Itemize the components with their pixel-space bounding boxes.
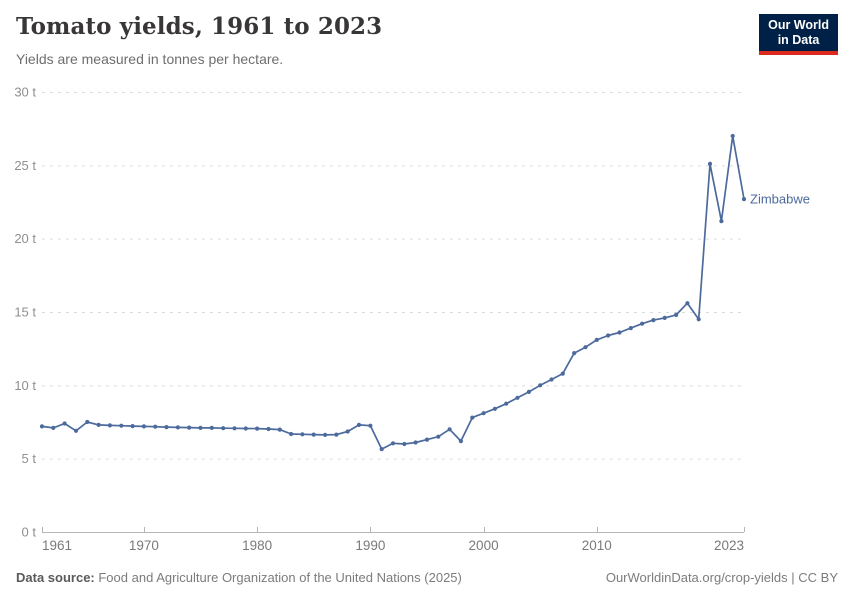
data-point[interactable]	[458, 439, 463, 444]
data-point[interactable]	[719, 219, 724, 224]
data-point[interactable]	[413, 440, 418, 445]
data-point[interactable]	[209, 425, 214, 430]
x-axis-tick-label: 2000	[469, 538, 499, 553]
data-point[interactable]	[685, 301, 690, 306]
data-point[interactable]	[255, 426, 260, 431]
data-point[interactable]	[583, 345, 588, 350]
data-point[interactable]	[504, 401, 509, 406]
data-point[interactable]	[356, 422, 362, 427]
series-line-zimbabwe[interactable]	[41, 135, 745, 450]
data-point[interactable]	[119, 423, 124, 428]
data-point[interactable]	[696, 317, 701, 322]
data-point[interactable]	[334, 432, 339, 437]
data-point[interactable]	[515, 395, 520, 400]
data-point[interactable]	[594, 337, 599, 342]
data-point[interactable]	[221, 426, 226, 431]
x-axis-tick-label: 2023	[714, 538, 744, 553]
page-title: Tomato yields, 1961 to 2023	[16, 13, 383, 40]
data-point[interactable]	[470, 415, 475, 420]
data-point[interactable]	[198, 425, 203, 430]
attribution-link[interactable]: OurWorldinData.org/crop-yields | CC BY	[605, 570, 838, 585]
data-point[interactable]	[39, 424, 45, 429]
data-point[interactable]	[481, 411, 486, 416]
data-point[interactable]	[62, 421, 67, 426]
data-point[interactable]	[300, 432, 305, 437]
data-point[interactable]	[549, 377, 554, 382]
x-axis-tick-label: 1990	[355, 538, 385, 553]
data-point[interactable]	[560, 371, 565, 376]
y-axis-tick-label: 30 t	[14, 85, 36, 100]
y-axis-tick-label: 10 t	[14, 378, 36, 393]
data-point[interactable]	[674, 312, 679, 317]
data-point[interactable]	[345, 429, 350, 434]
data-point[interactable]	[323, 432, 328, 437]
data-point[interactable]	[424, 437, 430, 442]
data-point[interactable]	[153, 424, 158, 429]
data-point[interactable]	[51, 425, 56, 430]
data-point[interactable]	[141, 424, 146, 429]
y-axis-tick-label: 5 t	[22, 451, 37, 466]
data-point[interactable]	[243, 426, 248, 431]
data-point[interactable]	[232, 426, 237, 431]
data-source-text: Food and Agriculture Organization of the…	[94, 570, 462, 585]
owid-logo[interactable]: Our World in Data	[759, 14, 838, 55]
y-axis-tick-label: 25 t	[14, 158, 36, 173]
data-point[interactable]	[628, 326, 633, 331]
data-point[interactable]	[402, 441, 407, 447]
data-point[interactable]	[741, 197, 747, 202]
x-axis-tick-label: 1961	[42, 538, 72, 553]
data-point[interactable]	[289, 431, 294, 437]
data-point[interactable]	[85, 419, 90, 425]
data-point[interactable]	[651, 318, 656, 323]
x-axis-tick-label: 1980	[242, 538, 272, 553]
y-axis-tick-label: 15 t	[14, 305, 36, 320]
data-point[interactable]	[538, 383, 543, 388]
x-axis-tick-label: 2010	[582, 538, 612, 553]
data-point[interactable]	[368, 423, 373, 428]
data-point[interactable]	[447, 427, 452, 432]
data-point[interactable]	[572, 351, 577, 356]
data-point[interactable]	[730, 133, 735, 139]
data-point[interactable]	[175, 425, 180, 430]
data-point[interactable]	[266, 426, 271, 432]
data-point[interactable]	[96, 422, 101, 427]
data-source-label: Data source:	[16, 570, 95, 585]
data-point[interactable]	[379, 447, 384, 452]
data-point[interactable]	[436, 434, 441, 439]
data-point[interactable]	[707, 161, 713, 166]
data-source: Data source: Food and Agriculture Organi…	[16, 570, 462, 585]
data-point[interactable]	[606, 333, 611, 338]
series-label-zimbabwe[interactable]: Zimbabwe	[750, 192, 810, 207]
data-point[interactable]	[390, 441, 396, 446]
data-point[interactable]	[107, 423, 112, 428]
y-axis-tick-label: 20 t	[14, 231, 36, 246]
data-point[interactable]	[617, 330, 622, 335]
x-axis-tick-label: 1970	[129, 538, 159, 553]
data-point[interactable]	[73, 428, 79, 433]
data-point[interactable]	[187, 425, 192, 430]
data-point[interactable]	[640, 321, 645, 326]
y-axis-tick-label: 0 t	[22, 525, 37, 540]
chart-subtitle: Yields are measured in tonnes per hectar…	[16, 51, 284, 67]
data-point[interactable]	[662, 315, 667, 320]
data-point[interactable]	[277, 427, 282, 432]
data-point[interactable]	[492, 406, 497, 411]
data-point[interactable]	[164, 425, 169, 430]
data-point[interactable]	[311, 432, 316, 437]
data-point[interactable]	[130, 424, 135, 429]
data-point[interactable]	[526, 389, 532, 394]
owid-logo-line2: in Data	[777, 33, 820, 47]
owid-logo-line1: Our World	[768, 18, 829, 32]
